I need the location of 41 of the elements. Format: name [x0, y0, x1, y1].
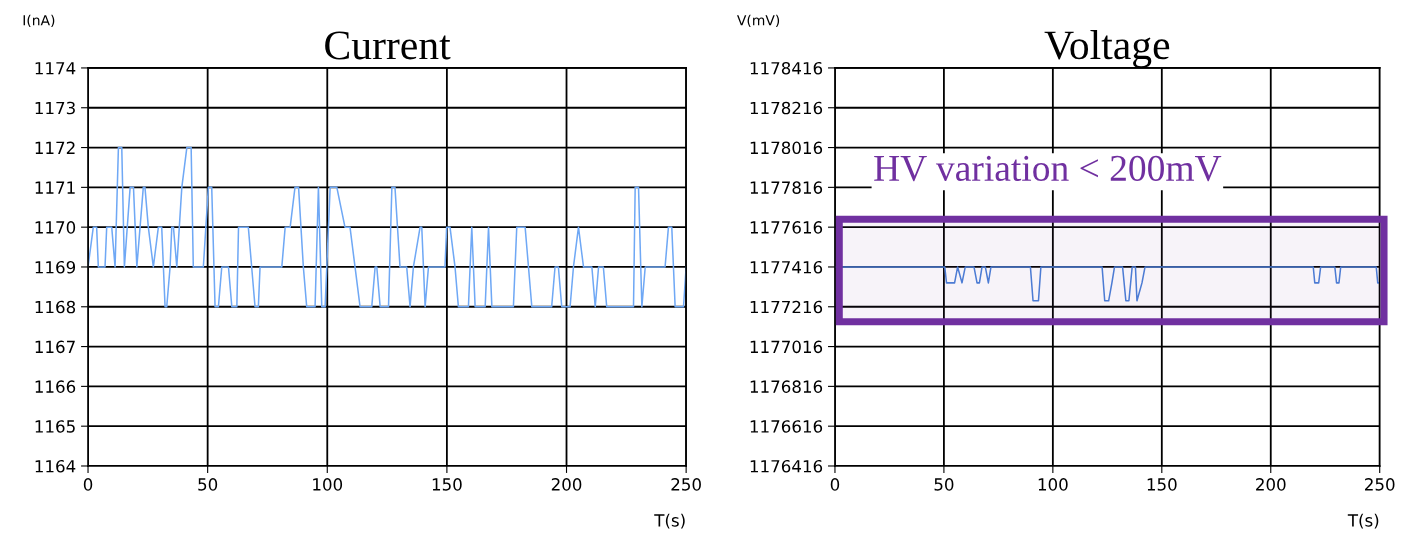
x-tick-label: 250: [671, 478, 701, 491]
y-tick-label: 1168: [35, 300, 76, 314]
band-label: HV variation < 200mV: [874, 155, 1222, 182]
y-tick-label: 1177016: [750, 340, 823, 354]
x-axis-title: T(s): [654, 513, 685, 529]
y-tick-label: 1176816: [750, 380, 823, 393]
y-tick-label: 1178216: [750, 101, 823, 115]
y-tick-label: 1177616: [750, 221, 823, 234]
x-tick-label: 250: [1365, 478, 1395, 491]
y-tick-label: 1177816: [750, 181, 823, 194]
y-tick-label: 1174: [35, 62, 76, 75]
y-tick-label: 1164: [35, 459, 76, 473]
y-tick-label: 1177416: [750, 260, 823, 274]
x-tick-label: 0: [830, 478, 840, 491]
y-tick-label: 1171: [35, 181, 75, 194]
x-tick-label: 200: [551, 478, 582, 491]
y-tick-label: 1173: [35, 101, 75, 115]
y-tick-label: 1166: [35, 380, 76, 393]
y-tick-label: 1176616: [750, 420, 823, 433]
y-tick-label: 1176416: [750, 459, 823, 473]
x-tick-label: 150: [1147, 478, 1177, 491]
x-tick-label: 100: [1038, 478, 1068, 491]
x-tick-label: 150: [432, 478, 462, 491]
y-tick-label: 1165: [35, 420, 75, 433]
x-axis-title: T(s): [1347, 513, 1379, 529]
y-tick-label: 1177216: [750, 300, 823, 314]
x-tick-label: 0: [83, 478, 93, 491]
x-tick-label: 50: [934, 478, 954, 491]
chart-title: Voltage: [1044, 30, 1170, 68]
y-axis-title: V(mV): [737, 14, 780, 28]
y-tick-label: 1178016: [750, 141, 823, 155]
y-tick-label: 1169: [35, 260, 76, 274]
x-tick-label: 50: [198, 478, 218, 491]
x-tick-label: 200: [1256, 478, 1286, 491]
y-tick-label: 1178416: [750, 61, 823, 75]
chart-title: Current: [325, 31, 451, 60]
y-tick-label: 1167: [35, 340, 75, 354]
x-tick-label: 100: [313, 478, 343, 491]
y-tick-label: 1172: [35, 141, 75, 154]
y-tick-label: 1170: [35, 221, 76, 234]
y-axis-title: I(nA): [23, 14, 55, 28]
